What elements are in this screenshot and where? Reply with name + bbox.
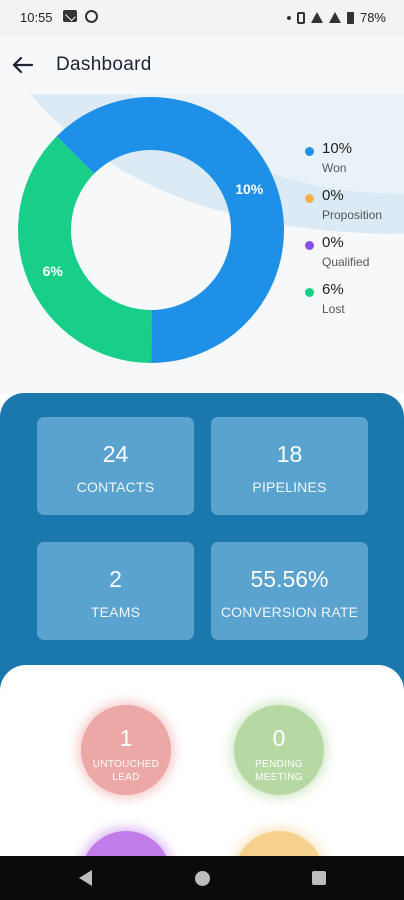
stat-label: CONVERSION RATE	[220, 604, 359, 620]
lead-label-line: MEETING	[255, 772, 303, 783]
back-nav-icon[interactable]	[79, 870, 92, 886]
signal-icon	[328, 12, 341, 23]
stat-card-teams[interactable]: 2 TEAMS	[37, 542, 194, 640]
stat-value: 24	[102, 441, 129, 467]
status-time: 10:55	[20, 10, 53, 25]
chart-section: 10% 6% 10% Won 0% Proposition 0% Qualified 6% Lo…	[0, 94, 404, 394]
legend-label: Won	[322, 161, 347, 175]
lead-label-line: LEAD	[112, 772, 140, 783]
chart-legend: 10% Won 0% Proposition 0% Qualified 6% Lost	[305, 140, 404, 328]
battery-percent: 78%	[359, 10, 386, 25]
lead-label: PENDING MEETING	[234, 758, 324, 784]
legend-value: 10%	[322, 140, 353, 157]
wifi-icon	[310, 12, 323, 23]
legend-value: 0%	[322, 187, 344, 204]
vibrate-icon	[296, 11, 305, 24]
donut-slice-won[interactable]	[56, 97, 284, 363]
lead-value: 1	[119, 725, 133, 751]
stat-value: 2	[109, 566, 122, 592]
stats-panel: 24 CONTACTS 18 PIPELINES 2 TEAMS 55.56% …	[0, 393, 404, 693]
legend-item-qualified: 0% Qualified	[305, 234, 404, 281]
page-title: Dashboard	[56, 54, 152, 75]
legend-dot	[305, 194, 314, 203]
legend-dot	[305, 288, 314, 297]
status-right-icons: 78%	[286, 10, 386, 25]
donut-slice-label: 6%	[43, 263, 64, 279]
leads-panel: 1 UNTOUCHED LEAD 0 PENDING MEETING 0 0	[0, 665, 404, 865]
legend-dot	[305, 241, 314, 250]
legend-item-won: 10% Won	[305, 140, 404, 187]
arrow-left-icon[interactable]	[10, 52, 36, 78]
stat-label: TEAMS	[90, 604, 141, 620]
stat-label: PIPELINES	[252, 479, 327, 495]
lead-bubble-untouched[interactable]: 1 UNTOUCHED LEAD	[81, 705, 171, 795]
recents-nav-icon[interactable]	[312, 871, 326, 885]
status-left-icons	[63, 10, 98, 23]
lead-label-line: PENDING	[255, 759, 303, 770]
home-nav-icon[interactable]	[195, 871, 210, 886]
stat-card-contacts[interactable]: 24 CONTACTS	[37, 417, 194, 515]
lead-bubble-pending-meeting[interactable]: 0 PENDING MEETING	[234, 705, 324, 795]
stat-label: CONTACTS	[76, 479, 155, 495]
lead-value: 0	[272, 725, 286, 751]
donut-slice-label: 10%	[235, 181, 264, 197]
legend-value: 6%	[322, 281, 344, 298]
legend-label: Lost	[322, 302, 345, 316]
system-nav-bar	[0, 856, 404, 900]
stat-value: 55.56%	[250, 566, 329, 592]
lead-label-line: UNTOUCHED	[92, 759, 160, 770]
legend-label: Proposition	[322, 208, 383, 222]
sync-icon	[85, 10, 98, 23]
dot-icon	[286, 15, 291, 20]
gmail-icon	[63, 10, 77, 22]
legend-value: 0%	[322, 234, 344, 251]
status-bar: 10:55 78%	[0, 0, 404, 36]
stat-card-pipelines[interactable]: 18 PIPELINES	[211, 417, 368, 515]
legend-item-proposition: 0% Proposition	[305, 187, 404, 234]
legend-dot	[305, 147, 314, 156]
app-bar: Dashboard	[0, 36, 404, 94]
donut-slice-lost[interactable]	[17, 136, 152, 363]
battery-icon	[346, 11, 354, 24]
stat-value: 18	[276, 441, 303, 467]
stat-card-conversion-rate[interactable]: 55.56% CONVERSION RATE	[211, 542, 368, 640]
legend-item-lost: 6% Lost	[305, 281, 404, 328]
legend-label: Qualified	[322, 255, 370, 269]
lead-label: UNTOUCHED LEAD	[81, 758, 171, 784]
